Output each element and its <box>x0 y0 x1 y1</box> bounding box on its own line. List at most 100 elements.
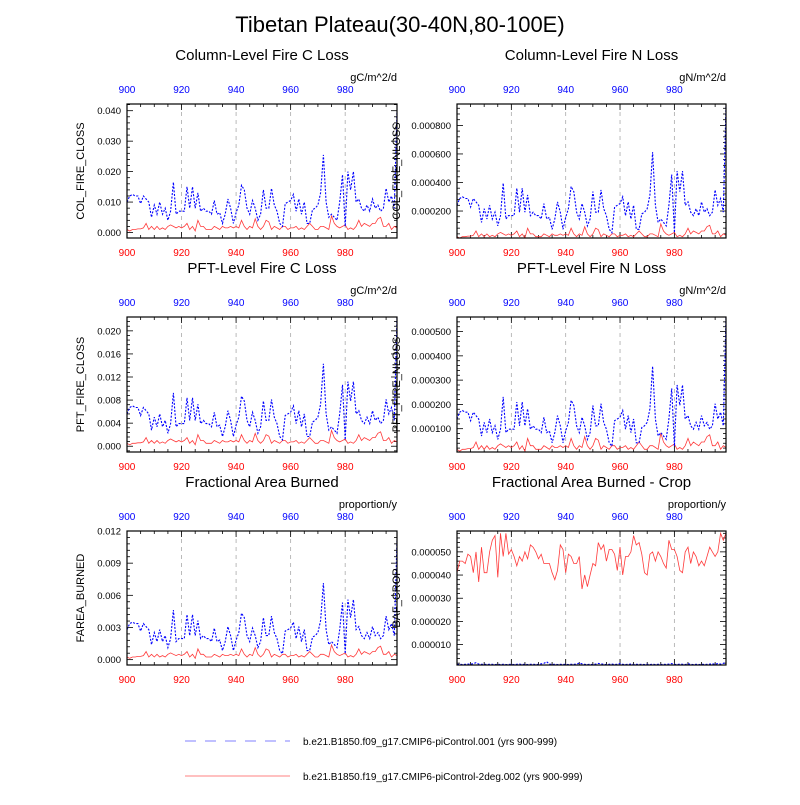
y-tick-label: 0.000 <box>97 228 121 239</box>
y-tick-label: 0.016 <box>97 349 121 360</box>
legend-label-blue: b.e21.B1850.f09_g17.CMIP6-piControl.001 … <box>303 737 557 748</box>
units-label: gN/m^2/d <box>679 285 726 297</box>
y-axis-label: COL_FIRE_CLOSS <box>75 122 87 219</box>
x-tick-label: 940 <box>557 248 574 259</box>
top-tick-label: 940 <box>557 512 574 523</box>
y-axis-label: FAREA_BURNED <box>75 554 87 643</box>
x-tick-label: 960 <box>612 462 629 473</box>
y-tick-label: 0.020 <box>97 326 121 337</box>
panel-title: PFT-Level Fire C Loss <box>187 260 336 277</box>
y-tick-label: 0.000 <box>97 442 121 453</box>
y-tick-label: 0.000050 <box>411 547 451 558</box>
x-tick-label: 920 <box>503 462 520 473</box>
top-tick-label: 980 <box>666 512 683 523</box>
y-tick-label: 0.030 <box>97 137 121 148</box>
x-tick-label: 920 <box>503 248 520 259</box>
series-line-blue <box>457 317 726 448</box>
y-tick-label: 0.012 <box>97 373 121 384</box>
top-tick-label: 920 <box>173 298 190 309</box>
x-tick-label: 960 <box>282 248 299 259</box>
x-tick-label: 940 <box>228 462 245 473</box>
top-tick-label: 920 <box>503 512 520 523</box>
series-line-blue <box>127 317 397 442</box>
series-line-red <box>457 222 726 238</box>
top-tick-label: 920 <box>173 512 190 523</box>
x-tick-label: 980 <box>666 462 683 473</box>
top-tick-label: 900 <box>449 512 466 523</box>
units-label: gC/m^2/d <box>350 285 397 297</box>
top-tick-label: 960 <box>612 85 629 96</box>
x-tick-label: 980 <box>337 462 354 473</box>
panel-title: PFT-Level Fire N Loss <box>517 260 666 277</box>
top-tick-label: 980 <box>337 298 354 309</box>
plot-frame <box>456 103 727 239</box>
y-tick-label: 0.000100 <box>411 424 451 435</box>
series-line-red <box>127 428 397 446</box>
top-tick-label: 960 <box>282 298 299 309</box>
x-tick-label: 960 <box>612 248 629 259</box>
y-tick-label: 0.008 <box>97 396 121 407</box>
y-tick-label: 0.000010 <box>411 640 451 651</box>
x-tick-label: 900 <box>449 675 466 686</box>
top-tick-label: 980 <box>666 298 683 309</box>
series-line-red <box>127 214 397 233</box>
y-tick-label: 0.000200 <box>411 207 451 218</box>
panel-title: Column-Level Fire C Loss <box>175 47 348 64</box>
x-tick-label: 900 <box>449 462 466 473</box>
top-tick-label: 920 <box>503 298 520 309</box>
series-line-red <box>457 432 726 452</box>
top-tick-label: 940 <box>228 298 245 309</box>
x-tick-label: 900 <box>119 462 136 473</box>
y-tick-label: 0.010 <box>97 198 121 209</box>
top-tick-label: 920 <box>503 85 520 96</box>
legend-label-red: b.e21.B1850.f19_g17.CMIP6-piControl-2deg… <box>303 772 583 783</box>
y-tick-label: 0.006 <box>97 591 121 602</box>
units-label: proportion/y <box>668 499 727 511</box>
x-tick-label: 920 <box>173 675 190 686</box>
top-tick-label: 980 <box>337 512 354 523</box>
y-tick-label: 0.000300 <box>411 376 451 387</box>
top-tick-label: 980 <box>337 85 354 96</box>
series-line-blue <box>127 539 397 655</box>
x-tick-label: 900 <box>119 248 136 259</box>
top-tick-label: 900 <box>449 298 466 309</box>
y-tick-label: 0.000020 <box>411 617 451 628</box>
x-tick-label: 940 <box>228 675 245 686</box>
x-tick-label: 920 <box>503 675 520 686</box>
top-tick-label: 940 <box>228 512 245 523</box>
units-label: gC/m^2/d <box>350 72 397 84</box>
y-tick-label: 0.040 <box>97 106 121 117</box>
panels: Column-Level Fire C LossgC/m^2/dCOL_FIRE… <box>75 47 727 686</box>
units-label: proportion/y <box>339 499 398 511</box>
plot-frame <box>456 530 727 666</box>
top-tick-label: 920 <box>173 85 190 96</box>
y-axis-label: PFT_FIRE_NLOSS <box>391 337 403 432</box>
x-tick-label: 960 <box>282 675 299 686</box>
panel-3: PFT-Level Fire C Loss gC/m^2/d PFT_FIRE_CL… <box>75 260 398 473</box>
x-tick-label: 960 <box>612 675 629 686</box>
series-line-blue <box>457 105 726 235</box>
x-tick-label: 940 <box>228 248 245 259</box>
y-tick-label: 0.000600 <box>411 149 451 160</box>
top-tick-label: 960 <box>612 298 629 309</box>
series-line-blue <box>457 661 726 665</box>
y-axis-label: PFT_FIRE_CLOSS <box>75 337 87 432</box>
y-tick-label: 0.020 <box>97 167 121 178</box>
top-tick-label: 960 <box>282 85 299 96</box>
panel-title: Fractional Area Burned - Crop <box>492 474 691 491</box>
x-tick-label: 900 <box>119 675 136 686</box>
series-line-blue <box>127 110 397 228</box>
y-tick-label: 0.000030 <box>411 594 451 605</box>
y-tick-label: 0.009 <box>97 559 121 570</box>
top-tick-label: 980 <box>666 85 683 96</box>
y-tick-label: 0.000 <box>97 655 121 666</box>
x-tick-label: 960 <box>282 462 299 473</box>
y-tick-label: 0.003 <box>97 623 121 634</box>
panel-4: PFT-Level Fire N Loss gN/m^2/d PFT_FIRE_NL… <box>391 260 727 473</box>
x-tick-label: 940 <box>557 675 574 686</box>
top-tick-label: 900 <box>449 85 466 96</box>
x-tick-label: 980 <box>666 675 683 686</box>
